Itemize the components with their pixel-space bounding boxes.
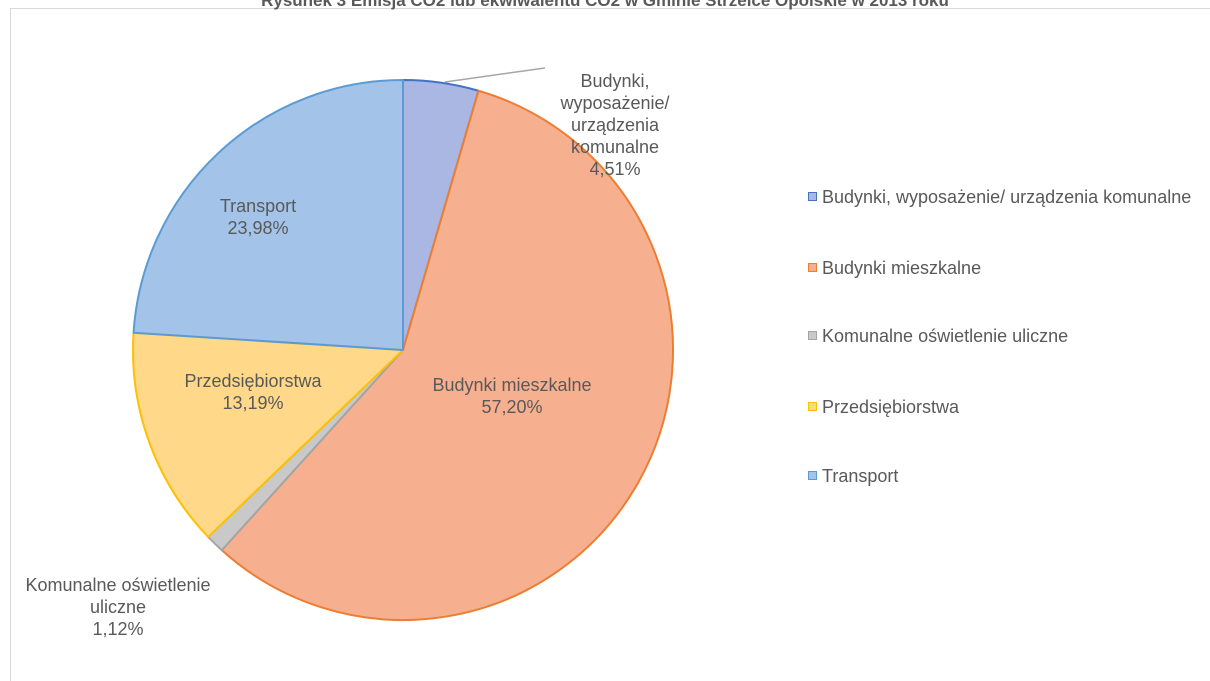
legend-label: Komunalne oświetlenie uliczne (822, 326, 1069, 346)
data-label-value: 1,12% (92, 619, 144, 639)
leader-line (444, 67, 546, 83)
legend-swatch (808, 402, 817, 411)
data-label: Budynki, wyposażenie/ urządzenia komunal… (555, 70, 675, 180)
data-label-category: Przedsiębiorstwa (184, 371, 322, 391)
data-label-category: Transport (219, 196, 297, 216)
legend-label: Przedsiębiorstwa (822, 397, 960, 417)
legend-label: Transport (822, 466, 899, 486)
data-label: Transport 23,98% (148, 195, 368, 239)
legend-label: Budynki, wyposażenie/ urządzenia komunal… (822, 187, 1192, 207)
data-label-value: 23,98% (227, 218, 289, 238)
legend-entry: Budynki, wyposażenie/ urządzenia komunal… (808, 186, 1198, 208)
chart-frame (10, 8, 1210, 681)
data-label-category: Budynki mieszkalne (432, 375, 592, 395)
pie-slice (132, 79, 404, 351)
legend-entry: Transport (808, 465, 1198, 487)
legend-swatch (808, 192, 817, 201)
legend-entry: Budynki mieszkalne (808, 257, 1198, 279)
pie-slice (220, 89, 674, 621)
data-label: Budynki mieszkalne 57,20% (362, 374, 662, 418)
legend-swatch (808, 263, 817, 272)
data-label-value: 13,19% (222, 393, 284, 413)
legend-entry: Komunalne oświetlenie uliczne (808, 325, 1198, 347)
legend-entry: Przedsiębiorstwa (808, 396, 1198, 418)
data-label-value: 4,51% (589, 159, 641, 179)
data-label-value: 57,20% (481, 397, 543, 417)
legend-swatch (808, 471, 817, 480)
data-label-category: Komunalne oświetlenie uliczne (25, 575, 211, 617)
pie-slice (132, 331, 404, 538)
legend-label: Budynki mieszkalne (822, 258, 982, 278)
legend-swatch (808, 331, 817, 340)
chart-title: Rysunek 3 Emisja CO2 lub ekwiwalentu CO2… (261, 0, 949, 10)
data-label: Komunalne oświetlenie uliczne 1,12% (8, 574, 228, 640)
data-label: Przedsiębiorstwa 13,19% (143, 370, 363, 414)
data-label-category: Budynki, wyposażenie/ urządzenia komunal… (560, 71, 670, 157)
